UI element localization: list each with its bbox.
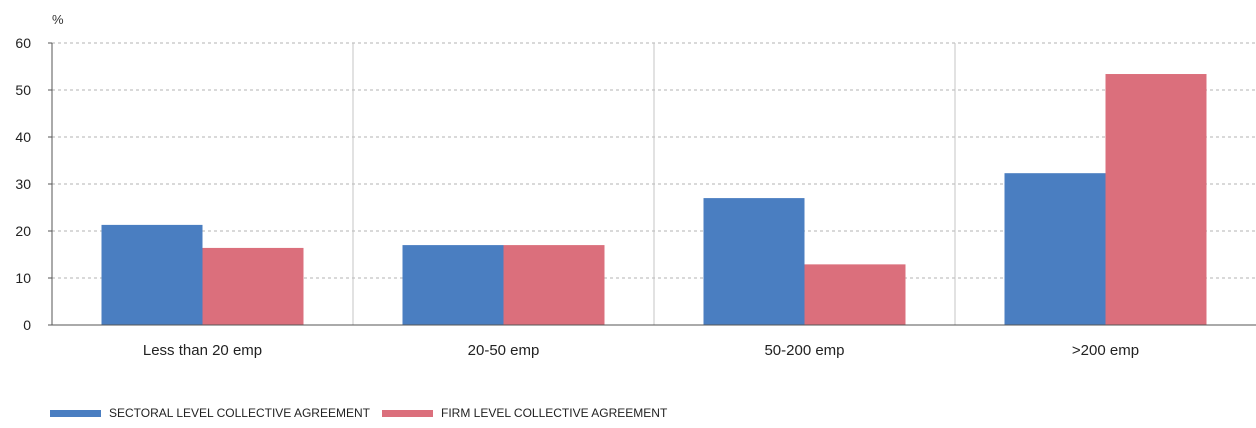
bar-firm [1105,74,1207,326]
x-category-label: Less than 20 emp [143,342,262,359]
legend-item: FIRM LEVEL COLLECTIVE AGREEMENT [382,406,668,420]
bar-firm [202,247,304,325]
y-axis-tick-labels: 0 10 20 30 40 50 60 [15,35,31,333]
legend-label: FIRM LEVEL COLLECTIVE AGREEMENT [441,406,668,420]
legend-item: SECTORAL LEVEL COLLECTIVE AGREEMENT [50,406,371,420]
y-tick-label: 40 [15,129,31,145]
y-tick-label: 60 [15,35,31,51]
y-tick-label: 30 [15,176,31,192]
x-category-label: >200 emp [1072,342,1139,359]
x-category-label: 20-50 emp [468,342,540,359]
legend: SECTORAL LEVEL COLLECTIVE AGREEMENT FIRM … [50,406,668,420]
bar-sectoral [402,245,504,325]
bars [101,74,1207,326]
y-tick-label: 10 [15,270,31,286]
bar-sectoral [101,224,203,325]
y-axis-unit-label: % [52,12,64,27]
axes [48,42,1256,326]
legend-label: SECTORAL LEVEL COLLECTIVE AGREEMENT [109,406,371,420]
y-tick-label: 0 [23,317,31,333]
legend-swatch [50,410,101,417]
bar-firm [503,245,605,325]
y-tick-label: 20 [15,223,31,239]
x-axis-category-labels: Less than 20 emp 20-50 emp 50-200 emp >200 … [143,342,1139,359]
y-tick-label: 50 [15,82,31,98]
bar-sectoral [703,198,805,325]
x-category-label: 50-200 emp [764,342,844,359]
bar-sectoral [1004,173,1106,325]
legend-swatch [382,410,433,417]
bar-firm [804,264,906,325]
